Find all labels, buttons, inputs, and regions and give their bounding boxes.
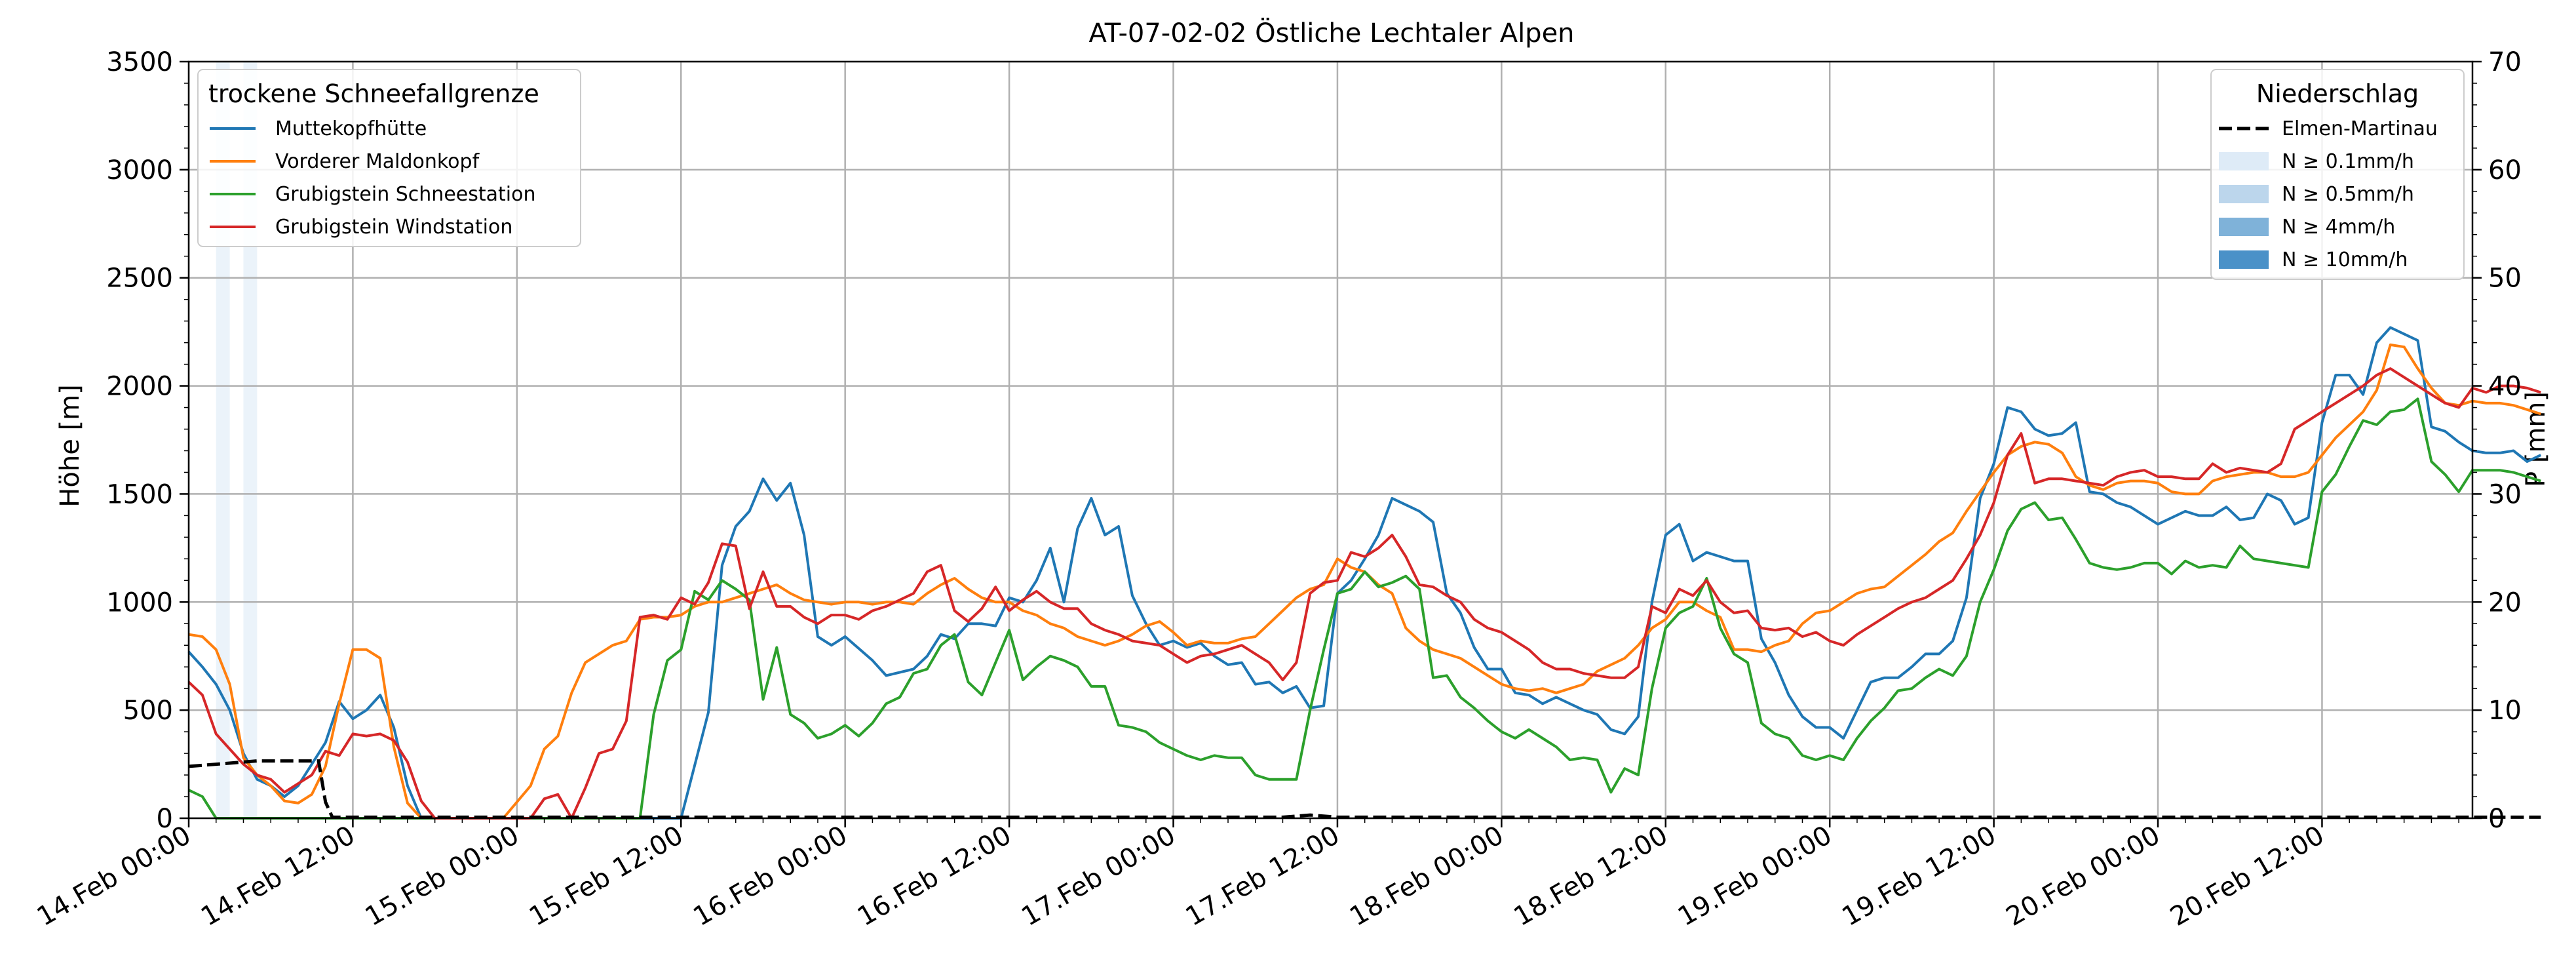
y-right-tick-label-2: 20 [2488,587,2522,618]
legend-right-box [2210,69,2465,280]
y-right-tick-label-5: 50 [2488,264,2522,294]
legend-label-muttekopfh-tte: Muttekopfhütte [275,117,427,140]
x-tick-label-0: 14.Feb 00:00 [32,820,196,932]
y-tick-label-4: 2000 [106,372,173,402]
x-tick-label-8: 18.Feb 00:00 [1345,820,1509,932]
series-line-muttekopfh-tte [187,326,2542,820]
y-tick-label-1: 500 [123,696,173,726]
legend-band-swatch-3 [2219,250,2269,269]
legend-left-title: trockene Schneefallgrenze [208,79,539,108]
y-right-tick-label-6: 60 [2488,155,2522,186]
x-tick-label-3: 15.Feb 12:00 [524,820,688,932]
x-tick-label-11: 19.Feb 12:00 [1837,820,2001,932]
legend-band-label-1: N ≥ 0.5mm/h [2282,183,2414,206]
x-tick-label-6: 17.Feb 00:00 [1016,820,1180,932]
legend-label-grubigstein-windstation: Grubigstein Windstation [275,216,512,239]
legend-band-label-2: N ≥ 4mm/h [2282,216,2395,239]
y-right-tick-label-4: 40 [2488,372,2522,402]
legend-precip-label: Elmen-Martinau [2282,117,2438,140]
y-axis-label-left: Höhe [m] [55,384,85,507]
precip-band-0 [216,62,230,818]
legend-left-box [197,69,581,247]
precip-bands [216,62,258,818]
legend-band-swatch-1 [2219,185,2269,203]
legend-band-label-0: N ≥ 0.1mm/h [2282,150,2414,173]
x-tick-label-1: 14.Feb 12:00 [196,820,360,932]
precip-line [188,759,2541,819]
y-tick-label-3: 1500 [106,479,173,509]
x-tick-label-7: 17.Feb 12:00 [1181,820,1345,932]
series-line-grubigstein-windstation [187,367,2541,820]
x-tick-label-5: 16.Feb 12:00 [853,820,1016,932]
legend-label-vorderer-maldonkopf: Vorderer Maldonkopf [275,150,480,173]
x-tick-label-10: 19.Feb 00:00 [1673,820,1837,932]
y-tick-label-0: 0 [157,804,173,834]
series-line-grubigstein-schneestation [188,397,2541,820]
y-right-tick-label-1: 10 [2488,696,2522,726]
chart-title: AT-07-02-02 Östliche Lechtaler Alpen [1088,17,1574,49]
y-tick-label-2: 1000 [106,587,173,618]
legend-band-swatch-2 [2219,218,2269,236]
legend-right-title: Niederschlag [2256,79,2419,108]
legend-left: trockene Schneefallgrenze Muttekopfhütte… [197,69,581,247]
y-axis-label-right: P [mm] [2521,391,2551,487]
legend-band-swatch-0 [2219,152,2269,170]
y-right-tick-label-0: 0 [2488,804,2505,834]
x-tick-label-9: 18.Feb 12:00 [1509,820,1673,932]
legend-band-label-3: N ≥ 10mm/h [2282,248,2408,271]
legend-label-grubigstein-schneestation: Grubigstein Schneestation [275,183,535,206]
y-tick-label-6: 3000 [106,155,173,186]
x-tick-label-2: 15.Feb 00:00 [360,820,524,932]
y-right-tick-label-3: 30 [2488,479,2522,509]
series-lines [187,326,2542,820]
series-line-vorderer-maldonkopf [188,343,2541,820]
x-tick-label-12: 20.Feb 00:00 [2001,820,2165,932]
y-tick-label-5: 2500 [106,264,173,294]
y-tick-label-7: 3500 [106,47,173,77]
precip-band-1 [243,62,258,818]
legend-right: Niederschlag Elmen-Martinau N ≥ 0.1mm/h N… [2210,69,2465,280]
x-tick-label-13: 20.Feb 12:00 [2165,820,2329,932]
y-right-tick-label-7: 70 [2488,47,2522,77]
plot-frame [187,60,2474,820]
x-tick-label-4: 16.Feb 00:00 [688,820,852,932]
